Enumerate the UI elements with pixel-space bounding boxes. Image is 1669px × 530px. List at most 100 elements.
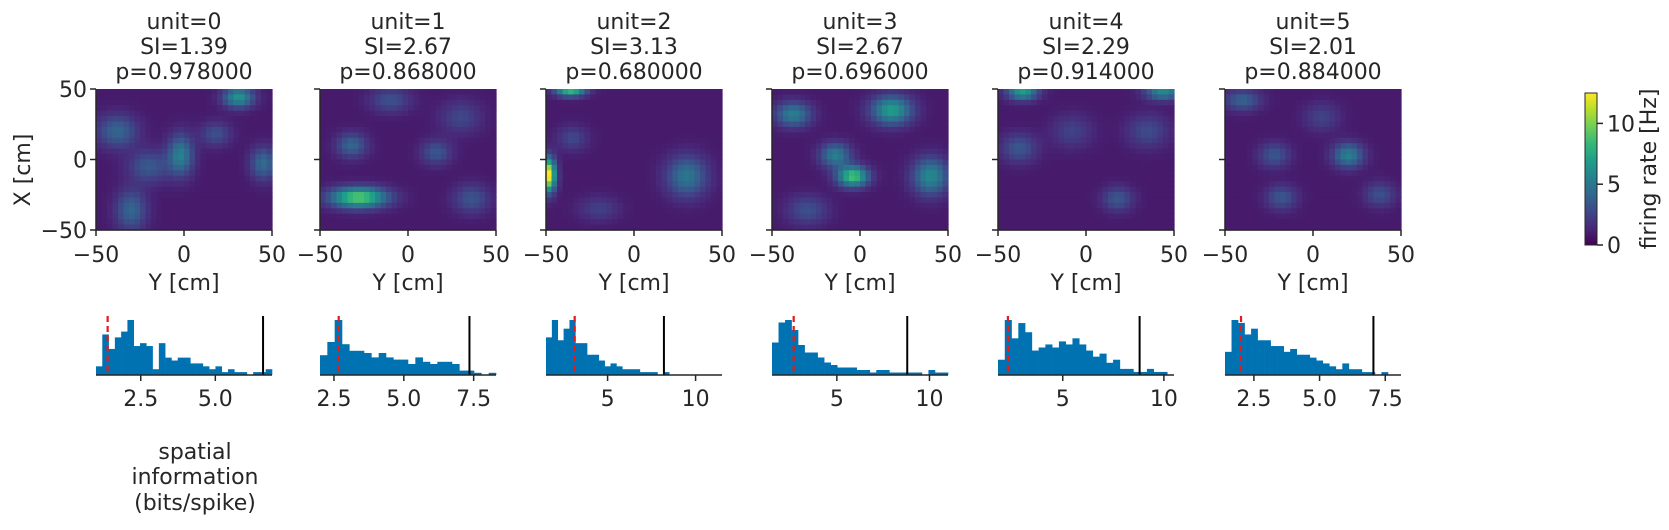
ratemap-cell	[843, 143, 850, 150]
ratemap-cell	[1236, 116, 1243, 123]
ratemap-cell	[107, 224, 114, 231]
ratemap-cell	[1113, 148, 1120, 155]
ratemap-cell	[832, 148, 839, 155]
ratemap-cell	[998, 159, 1005, 166]
ratemap-cell	[628, 208, 635, 215]
ratemap-cell	[1225, 116, 1232, 123]
ratemap-cell	[145, 197, 152, 204]
hist-bar	[798, 345, 805, 375]
hist-bar	[1052, 347, 1060, 375]
ratemap-cell	[827, 181, 834, 188]
ratemap-cell	[184, 143, 191, 150]
ratemap-cell	[435, 224, 442, 231]
ratemap-cell	[266, 219, 273, 226]
ratemap-cell	[1009, 132, 1016, 139]
ratemap-cell	[1302, 164, 1309, 171]
ratemap-cell	[1080, 208, 1087, 215]
ratemap-cell	[342, 192, 349, 199]
ratemap-cell	[711, 105, 718, 112]
ratemap-cell	[1009, 170, 1016, 177]
ratemap-cell	[998, 186, 1005, 193]
ratemap-cell	[156, 94, 163, 101]
ratemap-cell	[1064, 175, 1071, 182]
ratemap-cell	[435, 94, 442, 101]
ratemap-cell	[788, 99, 795, 106]
ratemap-cell	[435, 213, 442, 220]
ratemap-cell	[623, 170, 630, 177]
ratemap-cell	[1163, 224, 1170, 231]
ratemap-cell	[716, 99, 723, 106]
ratemap-cell	[634, 89, 641, 96]
ratemap-cell	[189, 148, 196, 155]
ratemap-cell	[1135, 143, 1142, 150]
ratemap-cell	[777, 192, 784, 199]
ratemap-cell	[590, 99, 597, 106]
ratemap-cell	[551, 132, 558, 139]
ratemap-cell	[1302, 132, 1309, 139]
ratemap-cell	[661, 175, 668, 182]
ratemap-cell	[584, 121, 591, 128]
ratemap-cell	[1329, 105, 1336, 112]
ratemap-cell	[612, 208, 619, 215]
ratemap-cell	[546, 89, 553, 96]
ratemap-cell	[942, 208, 949, 215]
ratemap-cell	[645, 164, 652, 171]
ratemap-cell	[882, 164, 889, 171]
ratemap-cell	[650, 105, 657, 112]
ratemap-cell	[1152, 94, 1159, 101]
ratemap-cell	[799, 94, 806, 101]
ratemap-cell	[1368, 148, 1375, 155]
ratemap-cell	[1368, 137, 1375, 144]
ratemap-cell	[711, 175, 718, 182]
ratemap-cell	[123, 110, 130, 117]
ratemap-cell	[920, 213, 927, 220]
panel-unit-2: unit=2SI=3.13p=0.680000−50 0 50Y [cm]5 10	[523, 10, 736, 412]
ratemap-cell	[424, 121, 431, 128]
ratemap-cell	[1324, 181, 1331, 188]
ratemap-cell	[628, 224, 635, 231]
ratemap-cell	[1291, 105, 1298, 112]
ratemap-cell	[1236, 137, 1243, 144]
ratemap-cell	[386, 181, 393, 188]
ratemap	[546, 89, 723, 231]
ratemap-cell	[546, 116, 553, 123]
ratemap-cell	[700, 213, 707, 220]
ratemap-cell	[909, 208, 916, 215]
ratemap-cell	[485, 164, 492, 171]
ratemap-cell	[250, 192, 257, 199]
ratemap-cell	[783, 192, 790, 199]
ratemap-cell	[612, 197, 619, 204]
ratemap-cell	[1274, 170, 1281, 177]
ratemap-cell	[794, 137, 801, 144]
ratemap-cell	[1274, 89, 1281, 96]
ratemap-cell	[1091, 202, 1098, 209]
ratemap-cell	[222, 137, 229, 144]
ratemap-cell	[1318, 154, 1325, 161]
ratemap-cell	[650, 213, 657, 220]
ratemap-cell	[1058, 137, 1065, 144]
ratemap-cell	[375, 197, 382, 204]
ratemap-cell	[1384, 116, 1391, 123]
ratemap-cell	[1236, 89, 1243, 96]
ratemap-cell	[118, 116, 125, 123]
ratemap-cell	[1003, 192, 1010, 199]
ratemap-cell	[1307, 159, 1314, 166]
ratemap-cell	[838, 154, 845, 161]
ratemap-cell	[1329, 175, 1336, 182]
ratemap-cell	[579, 170, 586, 177]
ratemap-cell	[882, 181, 889, 188]
ratemap-cell	[167, 89, 174, 96]
hist-bar	[1146, 368, 1154, 375]
ratemap-cell	[441, 181, 448, 188]
ratemap-cell	[239, 137, 246, 144]
ratemap-cell	[942, 192, 949, 199]
ratemap-cell	[1390, 181, 1397, 188]
ratemap-cell	[1080, 116, 1087, 123]
ratemap-cell	[816, 105, 823, 112]
ratemap-cell	[320, 219, 327, 226]
ratemap-cell	[369, 219, 376, 226]
ratemap-cell	[1152, 208, 1159, 215]
ratemap-cell	[167, 116, 174, 123]
ratemap-cell	[898, 159, 905, 166]
ratemap-cell	[457, 213, 464, 220]
